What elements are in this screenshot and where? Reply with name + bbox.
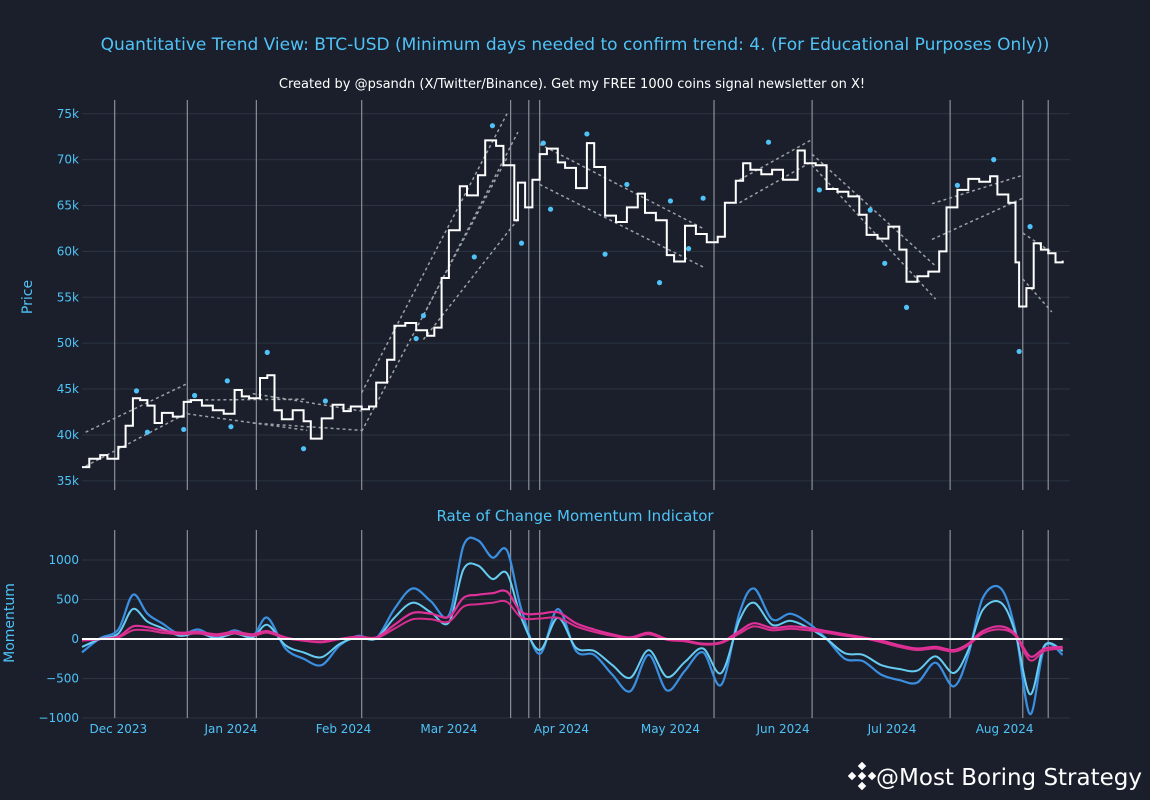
price-y-tick-label: 40k <box>57 428 79 442</box>
price-marker-point <box>624 181 630 188</box>
price-y-tick-label: 45k <box>57 382 79 396</box>
momentum-vertical-lines <box>114 530 1049 718</box>
channel-lower-line <box>85 412 188 467</box>
channel-upper-line <box>811 153 937 267</box>
price-grid <box>82 113 1070 482</box>
price-marker-point <box>954 182 960 188</box>
price-marker-point <box>602 251 608 257</box>
price-marker-point <box>489 123 496 129</box>
channel-lower-line <box>931 197 1024 241</box>
momentum-axis-title: Momentum <box>2 583 18 663</box>
channel-upper-line <box>187 398 308 401</box>
price-marker-point <box>300 446 307 452</box>
watermark-text: @Most Boring Strategy <box>876 765 1142 791</box>
momentum-y-tick-label: 500 <box>56 593 79 607</box>
channel-lower-line <box>187 413 308 432</box>
price-channels <box>85 113 1053 467</box>
x-tick-label: Apr 2024 <box>534 722 589 736</box>
price-marker-point <box>228 424 234 430</box>
price-marker-point <box>518 240 525 246</box>
price-marker-point <box>765 139 772 145</box>
x-tick-label: Jan 2024 <box>203 722 257 736</box>
channel-upper-line <box>85 382 188 433</box>
price-marker-point <box>1027 224 1033 230</box>
x-tick-label: Aug 2024 <box>976 722 1034 736</box>
price-marker-point <box>584 131 590 137</box>
momentum-y-ticks: 1000 500 0 −500 −1000 <box>38 553 79 725</box>
price-series <box>82 139 1064 469</box>
channel-lower-line <box>361 157 508 432</box>
price-marker-point <box>686 246 692 252</box>
channel-upper-line <box>422 131 519 316</box>
channel-lower-line <box>739 160 813 204</box>
price-marker-point <box>700 195 706 201</box>
channel-upper-line <box>361 113 508 394</box>
momentum-y-tick-label: −1000 <box>38 711 79 725</box>
price-y-tick-label: 35k <box>57 474 79 488</box>
price-line <box>82 139 1064 469</box>
x-tick-label: Jun 2024 <box>755 722 809 736</box>
channel-upper-line <box>539 143 704 230</box>
price-marker-point <box>420 313 427 319</box>
price-y-ticks: 35k 40k 45k 50k 55k 60k 65k 70k 75k <box>57 107 79 488</box>
price-y-tick-label: 50k <box>57 336 79 350</box>
channel-upper-line <box>931 174 1024 205</box>
x-tick-label: May 2024 <box>641 722 700 736</box>
price-marker-point <box>264 349 270 355</box>
momentum-series <box>81 536 1064 716</box>
momentum-panel: Rate of Change Momentum Indicator 1000 50… <box>2 507 1070 736</box>
price-marker-point <box>471 254 477 260</box>
x-tick-label: Dec 2023 <box>90 722 148 736</box>
price-panel: 35k 40k 45k 50k 55k 60k 65k 70k 75k Price <box>20 100 1070 490</box>
x-tick-label: Mar 2024 <box>420 722 477 736</box>
price-marker-point <box>867 207 873 213</box>
channel-lower-line <box>422 218 519 340</box>
price-y-tick-label: 60k <box>57 244 79 258</box>
price-markers <box>133 123 1033 452</box>
price-y-tick-label: 75k <box>57 107 79 121</box>
channel-lower-line <box>539 183 704 268</box>
price-vertical-lines <box>114 100 1049 490</box>
watermark: @Most Boring Strategy <box>847 761 1142 791</box>
price-marker-point <box>903 304 910 310</box>
price-marker-point <box>667 198 674 204</box>
price-marker-point <box>144 429 150 435</box>
price-marker-point <box>224 378 230 384</box>
chart-subtitle: Created by @psandn (X/Twitter/Binance). … <box>279 77 865 92</box>
price-y-tick-label: 70k <box>57 153 79 167</box>
momentum-title: Rate of Change Momentum Indicator <box>436 507 714 525</box>
price-marker-point <box>656 280 663 286</box>
price-marker-point <box>133 388 140 394</box>
channel-upper-line <box>739 138 813 181</box>
price-axis-title: Price <box>20 280 36 314</box>
roc-slow-outer-line <box>81 589 1063 658</box>
x-tick-label: Feb 2024 <box>316 722 372 736</box>
price-y-tick-label: 55k <box>57 290 79 304</box>
price-marker-point <box>322 398 328 404</box>
price-marker-point <box>816 187 822 193</box>
price-marker-point <box>547 206 554 212</box>
price-marker-point <box>1016 348 1022 355</box>
price-marker-point <box>192 392 198 399</box>
roc-slow-inner-line <box>81 599 1063 662</box>
chart-title: Quantitative Trend View: BTC-USD (Minimu… <box>101 35 1050 55</box>
price-marker-point <box>413 335 419 342</box>
roc-fast-inner-line <box>81 562 1064 696</box>
momentum-x-ticks: Dec 2023 Jan 2024 Feb 2024 Mar 2024 Apr 2024… <box>90 722 1034 736</box>
price-marker-point <box>991 157 997 163</box>
x-tick-label: Jul 2024 <box>867 722 917 736</box>
channel-lower-line <box>252 422 362 432</box>
momentum-y-tick-label: 0 <box>71 632 79 646</box>
price-marker-point <box>540 140 546 146</box>
channel-lower-line <box>1022 278 1053 313</box>
price-marker-point <box>882 260 888 266</box>
channel-lower-line <box>811 164 937 300</box>
price-marker-point <box>181 426 187 433</box>
momentum-y-tick-label: −500 <box>46 672 79 686</box>
momentum-y-tick-label: 1000 <box>48 553 79 567</box>
price-y-tick-label: 65k <box>57 199 79 213</box>
